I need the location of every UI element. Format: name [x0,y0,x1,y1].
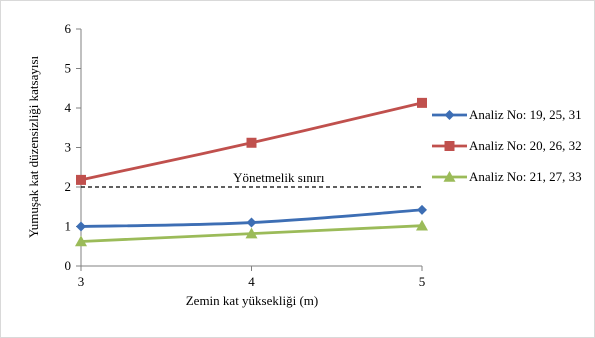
data-point [416,219,428,231]
data-point [417,97,427,108]
series-2 [76,97,427,185]
x-tick-label: 3 [78,274,85,289]
y-axis-title: Yumuşak kat düzensizliği katsayısı [26,55,41,238]
legend-label: Analiz No: 20, 26, 32 [469,138,582,153]
data-point [76,174,86,185]
x-tick-label: 4 [248,274,255,289]
legend-marker [444,110,455,120]
legend-entry: Analiz No: 20, 26, 32 [432,138,582,153]
x-axis-title: Zemin kat yüksekliği (m) [186,293,319,308]
legend-label: Analiz No: 21, 27, 33 [469,169,582,184]
reference-line-label: Yönetmelik sınırı [233,170,325,185]
data-point [246,137,257,148]
data-point [75,235,87,247]
legend-entry: Analiz No: 21, 27, 33 [432,169,582,184]
series-1 [76,204,427,232]
legend-entry: Analiz No: 19, 25, 31 [432,107,582,122]
data-point [245,227,258,239]
legend-marker [444,141,455,151]
y-tick-label: 5 [65,61,72,76]
legend-marker [443,171,456,182]
y-tick-label: 6 [65,21,72,36]
y-tick-label: 2 [65,179,72,194]
data-point [246,217,257,228]
series-3 [75,219,428,247]
y-tick-label: 4 [65,100,72,115]
y-tick-label: 1 [65,219,72,234]
x-tick-label: 5 [419,274,426,289]
y-tick-label: 3 [65,140,72,155]
y-tick-label: 0 [65,258,72,273]
data-point [76,221,86,232]
data-point [417,204,427,215]
legend-label: Analiz No: 19, 25, 31 [469,107,582,122]
